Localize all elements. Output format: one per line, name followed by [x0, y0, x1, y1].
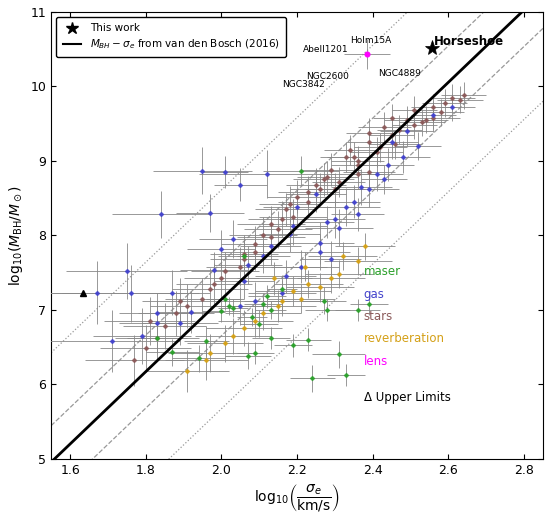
Text: Abell1201: Abell1201 [302, 45, 348, 54]
Text: maser: maser [364, 266, 400, 279]
Text: NGC3842: NGC3842 [282, 80, 324, 89]
Text: Horseshoe: Horseshoe [434, 35, 504, 48]
Text: Δ Upper Limits: Δ Upper Limits [364, 391, 450, 404]
Text: NGC4889: NGC4889 [378, 69, 421, 78]
X-axis label: $\log_{10}\!\left(\dfrac{\sigma_e}{\mathrm{km/s}}\right)$: $\log_{10}\!\left(\dfrac{\sigma_e}{\math… [254, 482, 340, 513]
Text: reverberation: reverberation [364, 332, 444, 345]
Text: Holm15A: Holm15A [350, 36, 391, 45]
Text: lens: lens [364, 355, 388, 368]
Text: stars: stars [364, 310, 393, 323]
Text: gas: gas [364, 288, 384, 301]
Y-axis label: $\log_{10}\!\left(M_{\rm BH}/M_\odot\right)$: $\log_{10}\!\left(M_{\rm BH}/M_\odot\rig… [7, 185, 25, 286]
Legend: This work, $M_{BH}-\sigma_e$ from van den Bosch (2016): This work, $M_{BH}-\sigma_e$ from van de… [56, 17, 286, 57]
Text: NGC2600: NGC2600 [306, 72, 349, 81]
